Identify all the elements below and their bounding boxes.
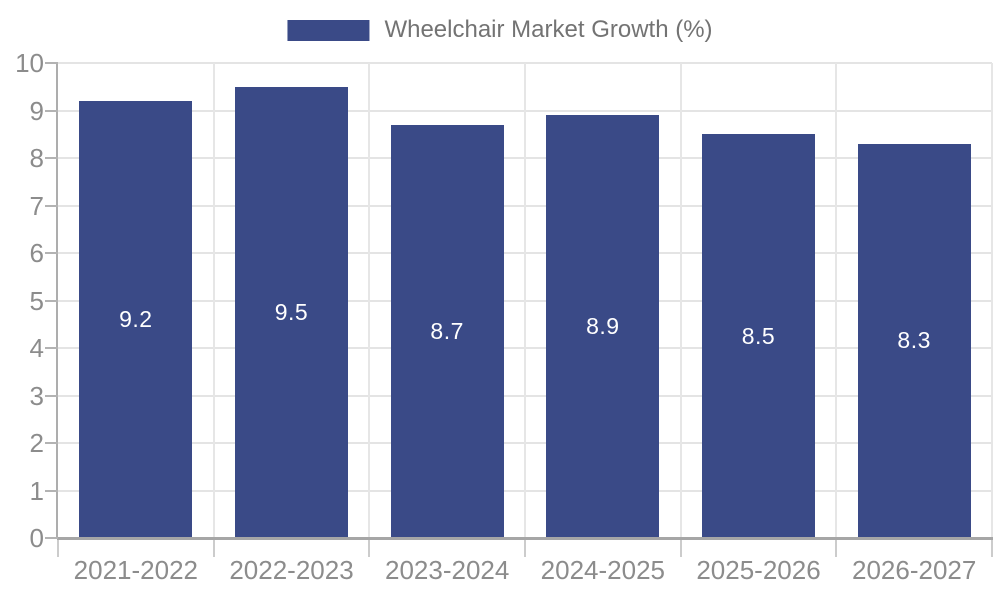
y-tick-label: 8 — [29, 143, 44, 173]
y-tick-label: 2 — [29, 428, 44, 458]
bar-value-label: 9.5 — [274, 298, 309, 325]
bar: 8.9 — [546, 115, 660, 538]
y-tick-mark — [45, 62, 58, 64]
x-tick-label: 2022-2023 — [229, 555, 354, 585]
y-tick-mark — [45, 157, 58, 159]
y-tick-mark — [45, 537, 58, 539]
y-tick-label: 3 — [29, 380, 44, 411]
bar: 8.7 — [390, 124, 504, 538]
x-tick-mark — [368, 540, 371, 557]
y-tick-mark — [45, 252, 58, 254]
plot-area: 9.2 9.5 8.7 8.9 8.5 8.3 — [58, 62, 993, 538]
y-tick-mark — [45, 299, 58, 302]
y-tick-label: 6 — [29, 238, 44, 268]
y-tick-label: 10 — [15, 48, 44, 78]
bar: 9.2 — [79, 101, 193, 538]
x-tick-mark — [991, 540, 993, 557]
y-tick-mark — [45, 489, 58, 492]
x-tick-mark — [57, 540, 59, 557]
x-tick-mark — [835, 540, 838, 557]
x-tick-label: 2023-2024 — [384, 555, 510, 585]
x-tick-label: 2024-2025 — [540, 555, 665, 585]
x-axis-line — [57, 537, 993, 540]
bar-value-label: 8.5 — [741, 322, 776, 349]
bar: 8.5 — [702, 134, 815, 538]
y-tick-mark — [45, 204, 58, 207]
y-tick-label: 0 — [29, 523, 44, 553]
legend: Wheelchair Market Growth (%) — [287, 16, 713, 44]
bar: 8.3 — [857, 143, 971, 538]
v-gridline — [368, 63, 371, 538]
v-gridline — [835, 63, 838, 538]
legend-swatch — [287, 19, 370, 41]
legend-label: Wheelchair Market Growth (%) — [384, 16, 713, 43]
y-tick-label: 1 — [29, 475, 44, 506]
y-tick-label: 5 — [29, 285, 44, 316]
v-gridline — [212, 63, 215, 538]
y-tick-mark — [45, 347, 58, 349]
y-tick-label: 7 — [29, 190, 44, 221]
bar-value-label: 8.9 — [586, 313, 620, 340]
x-tick-mark — [212, 540, 215, 557]
v-gridline — [524, 63, 526, 538]
x-tick-label: 2021-2022 — [73, 555, 198, 585]
v-gridline — [679, 63, 682, 538]
y-tick-label: 9 — [29, 95, 44, 126]
x-tick-mark — [679, 540, 682, 557]
x-tick-label: 2025-2026 — [696, 555, 821, 585]
y-tick-mark — [45, 394, 58, 397]
y-tick-mark — [45, 109, 58, 112]
v-gridline — [991, 63, 993, 538]
bar: 9.5 — [235, 86, 348, 538]
y-tick-mark — [45, 442, 58, 444]
bar-value-label: 8.3 — [897, 327, 931, 354]
x-tick-mark — [524, 540, 526, 557]
y-tick-label: 4 — [29, 333, 44, 363]
x-tick-label: 2026-2027 — [851, 555, 977, 585]
bar-value-label: 9.2 — [119, 306, 153, 332]
bar-value-label: 8.7 — [430, 317, 464, 344]
